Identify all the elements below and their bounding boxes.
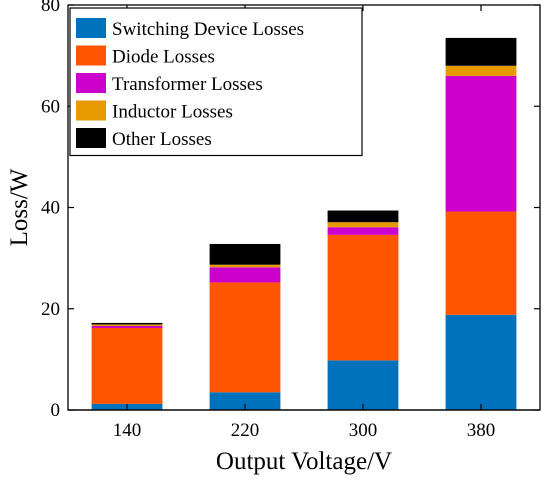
bar-140-inductor-losses	[91, 324, 163, 326]
bar-300-inductor-losses	[327, 222, 399, 228]
bar-380-transformer-losses	[445, 75, 517, 212]
bar-380-other-losses	[445, 37, 517, 66]
y-axis-title: Loss/W	[6, 168, 33, 246]
legend-label: Transformer Losses	[112, 74, 263, 95]
legend-swatch-inductor-losses	[76, 100, 106, 121]
legend: Switching Device Losses Diode Losses Trans…	[69, 7, 363, 157]
y-tick-label: 40	[41, 198, 60, 219]
bars-layer	[68, 37, 540, 411]
x-tick-label: 220	[231, 420, 260, 441]
bar-220-diode-losses	[209, 282, 281, 393]
bar-220-transformer-losses	[209, 267, 281, 283]
legend-label: Inductor Losses	[112, 102, 233, 123]
legend-box	[69, 7, 363, 157]
bar-300-diode-losses	[327, 234, 399, 361]
x-axis-title: Output Voltage/V	[216, 448, 392, 475]
y-tick-label: 0	[51, 400, 61, 421]
bar-220-other-losses	[209, 243, 281, 265]
bar-220-inductor-losses	[209, 264, 281, 268]
x-tick-label: 140	[113, 420, 142, 441]
legend-swatch-diode-losses	[76, 45, 106, 66]
legend-label: Switching Device Losses	[112, 19, 304, 40]
x-tick-label: 380	[467, 420, 496, 441]
bar-300-transformer-losses	[327, 227, 399, 235]
axis-ticks: 0 20 40 60 80 140 220 300 380	[41, 0, 540, 441]
legend-label: Other Losses	[112, 129, 212, 150]
bar-220-switching-device-losses	[209, 392, 281, 410]
bar-140-diode-losses	[91, 327, 163, 404]
y-tick-label: 60	[41, 96, 60, 117]
bar-300-other-losses	[327, 210, 399, 223]
legend-swatch-other-losses	[76, 128, 106, 148]
bar-300-switching-device-losses	[327, 360, 399, 410]
bar-380-diode-losses	[445, 211, 517, 315]
bar-140-transformer-losses	[91, 325, 163, 328]
bar-380-switching-device-losses	[445, 314, 517, 410]
legend-swatch-switching-device-losses	[76, 18, 106, 38]
x-tick-label: 300	[349, 420, 378, 441]
y-tick-label: 80	[41, 0, 60, 16]
legend-swatch-transformer-losses	[76, 73, 106, 93]
legend-label: Diode Losses	[112, 47, 215, 68]
bar-380-inductor-losses	[445, 65, 517, 76]
y-tick-label: 20	[41, 299, 60, 320]
bar-140-other-losses	[91, 322, 163, 325]
